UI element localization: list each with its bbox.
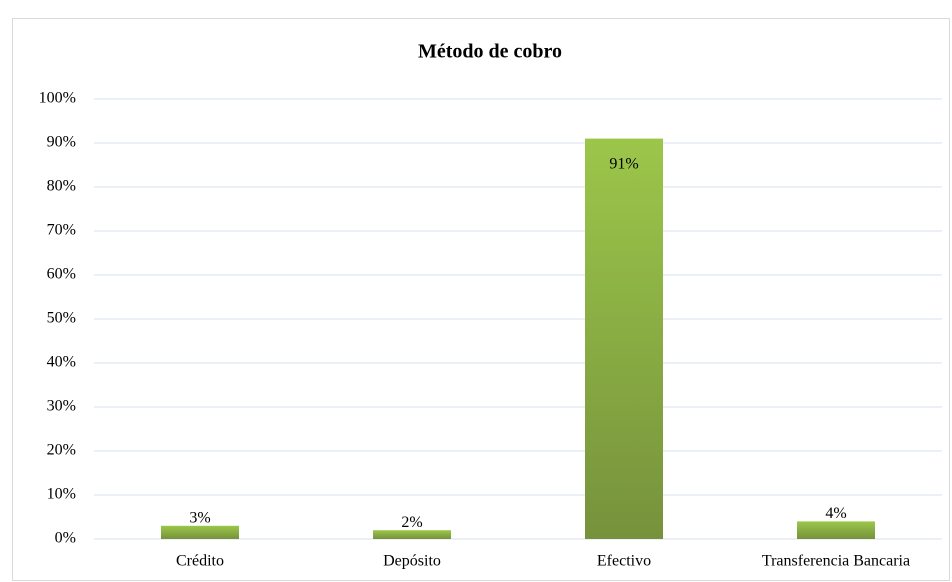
- y-tick-label: 40%: [47, 354, 76, 371]
- bar: [161, 525, 239, 539]
- y-tick-label: 0%: [55, 530, 76, 547]
- y-tick-label: 10%: [47, 486, 76, 503]
- bar: [585, 138, 663, 539]
- data-label: 3%: [189, 509, 210, 526]
- data-label: 2%: [401, 514, 422, 531]
- chart-title: Método de cobro: [418, 41, 562, 63]
- x-tick-label: Depósito: [383, 553, 441, 570]
- y-tick-label: 100%: [39, 90, 76, 107]
- bar: [373, 530, 451, 539]
- data-label: 4%: [825, 505, 846, 522]
- bar: [797, 521, 875, 539]
- y-tick-label: 70%: [47, 222, 76, 239]
- data-label: 91%: [609, 155, 638, 172]
- y-tick-label: 30%: [47, 398, 76, 415]
- x-tick-label: Transferencia Bancaria: [762, 553, 910, 570]
- y-tick-label: 60%: [47, 266, 76, 283]
- y-tick-label: 90%: [47, 134, 76, 151]
- y-tick-label: 50%: [47, 310, 76, 327]
- chart-border: [12, 18, 950, 581]
- x-tick-label: Crédito: [176, 553, 224, 570]
- y-tick-label: 80%: [47, 178, 76, 195]
- y-tick-label: 20%: [47, 442, 76, 459]
- x-tick-label: Efectivo: [597, 553, 651, 570]
